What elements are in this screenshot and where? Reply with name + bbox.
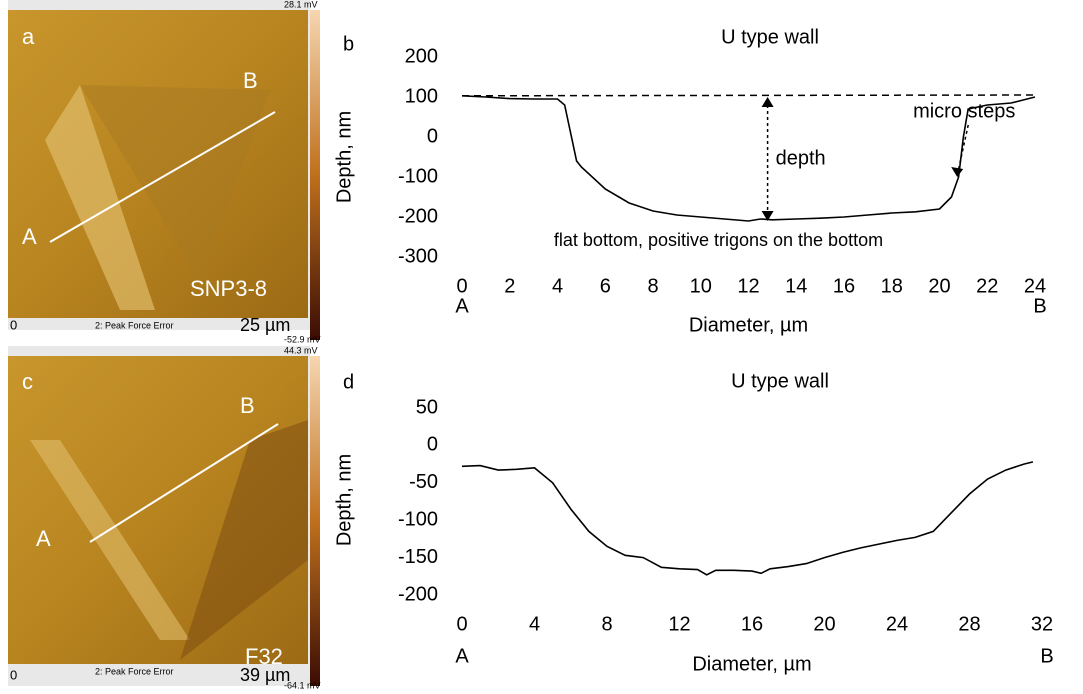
y-tick-label: 200: [405, 45, 438, 67]
y-tick-label: -50: [409, 471, 438, 493]
profile-line: [89, 423, 279, 543]
profile-line: [461, 94, 1036, 97]
x-tick-label: 22: [976, 275, 998, 297]
x-tick-label: 4: [529, 613, 540, 635]
x-tick-label: 12: [737, 275, 759, 297]
y-axis-label: Depth, nm: [333, 454, 355, 546]
panel-letter: b: [343, 33, 354, 55]
x-tick-label: 32: [1031, 613, 1053, 635]
arrow-head: [761, 211, 774, 221]
afm-image-a: a B A SNP3-8 0 2: Peak Force Error 25 µm…: [8, 0, 321, 344]
sample: F32: [245, 644, 283, 669]
point-b: B: [240, 393, 255, 418]
y-tick-label: -200: [398, 583, 438, 605]
point-b: B: [243, 68, 258, 93]
afm-image-c: c B A F32 0 2: Peak Force Error 39 µm 44…: [8, 345, 321, 690]
x-tick-label: 0: [456, 275, 467, 297]
y-tick-label: 100: [405, 85, 438, 107]
profile-line: [461, 461, 1034, 576]
profile-line: [461, 95, 1036, 222]
annotation: micro steps: [913, 100, 1015, 122]
y-tick-label: -300: [398, 245, 438, 267]
x-axis-label: Diameter, µm: [692, 653, 811, 675]
pit: [80, 85, 270, 280]
x-tick-label: 14: [785, 275, 807, 297]
channel: 2: Peak Force Error: [95, 320, 174, 330]
x-tick-label: 0: [456, 613, 467, 635]
end-label: B: [1033, 295, 1046, 317]
x-axis-label: Diameter, µm: [689, 314, 808, 336]
point-a: A: [22, 224, 37, 249]
min: -52.9 mV: [284, 334, 321, 344]
end-label: B: [1040, 645, 1053, 667]
y-axis-label: Depth, nm: [333, 111, 355, 203]
y-tick-label: -100: [398, 508, 438, 530]
scale-start: 0: [10, 317, 17, 332]
point-a: A: [36, 526, 51, 551]
wall: [30, 440, 190, 640]
x-tick-label: 2: [504, 275, 515, 297]
colorbar: [310, 10, 320, 340]
y-tick-label: 0: [427, 125, 438, 147]
arrow-head: [761, 97, 774, 107]
y-tick-label: 0: [427, 434, 438, 456]
x-tick-label: 6: [600, 275, 611, 297]
annotation: flat bottom, positive trigons on the bot…: [554, 230, 883, 250]
x-tick-label: 18: [881, 275, 903, 297]
x-tick-label: 10: [690, 275, 712, 297]
scale-end: 25 µm: [240, 315, 290, 335]
scale-end: 39 µm: [240, 665, 290, 685]
x-tick-label: 8: [647, 275, 658, 297]
sample: SNP3-8: [190, 276, 267, 301]
annotation-arrow: [957, 124, 969, 172]
chart-title: U type wall: [731, 370, 829, 392]
x-tick-label: 20: [813, 613, 835, 635]
x-tick-label: 16: [833, 275, 855, 297]
x-tick-label: 4: [552, 275, 563, 297]
chart-title: U type wall: [721, 26, 819, 48]
panel-letter: c: [22, 369, 33, 394]
x-tick-label: 16: [741, 613, 763, 635]
max: 28.1 mV: [284, 0, 318, 9]
profile-line: [49, 111, 276, 243]
y-tick-label: -200: [398, 205, 438, 227]
x-tick-label: 24: [1024, 275, 1046, 297]
min: -64.1 mV: [284, 680, 321, 689]
y-tick-label: 50: [416, 396, 438, 418]
y-tick-label: -150: [398, 546, 438, 568]
wall: [180, 420, 308, 660]
colorbar: [310, 356, 320, 686]
max: 44.3 mV: [284, 345, 318, 355]
panel-letter: a: [22, 24, 35, 49]
x-tick-label: 24: [886, 613, 908, 635]
x-tick-label: 12: [668, 613, 690, 635]
channel: 2: Peak Force Error: [95, 666, 174, 676]
wall: [45, 85, 155, 310]
y-tick-label: -100: [398, 165, 438, 187]
end-label: A: [455, 645, 469, 667]
end-label: A: [455, 295, 469, 317]
panel-letter: d: [343, 371, 354, 393]
arrow-head: [951, 167, 964, 177]
x-tick-label: 8: [601, 613, 612, 635]
x-tick-label: 20: [928, 275, 950, 297]
scale-start: 0: [10, 667, 17, 682]
annotation: depth: [776, 147, 826, 169]
x-tick-label: 28: [958, 613, 980, 635]
